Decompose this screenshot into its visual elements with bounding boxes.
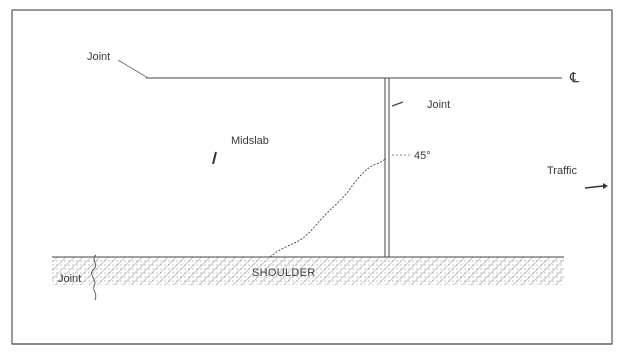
shoulder-label: SHOULDER — [252, 267, 316, 279]
traffic-arrowhead-icon — [603, 183, 608, 189]
angle-label: 45° — [414, 150, 431, 162]
midslab-marker — [212, 151, 217, 165]
traffic-label: Traffic — [547, 165, 577, 177]
shoulder-hatching — [52, 257, 564, 285]
shoulder-joint-squiggle — [91, 254, 97, 301]
joint-label-transverse: Joint — [427, 99, 450, 111]
joint-label-top: Joint — [87, 51, 110, 63]
midslab-label: Midslab — [231, 135, 269, 147]
transverse-joint-leader — [391, 101, 404, 107]
joint-leader-arrow — [117, 59, 149, 79]
diagonal-crack — [269, 157, 387, 258]
centerline-symbol: ℄ — [569, 69, 579, 85]
joint-label-shoulder: Joint — [58, 273, 81, 285]
traffic-arrow-icon — [584, 185, 604, 189]
